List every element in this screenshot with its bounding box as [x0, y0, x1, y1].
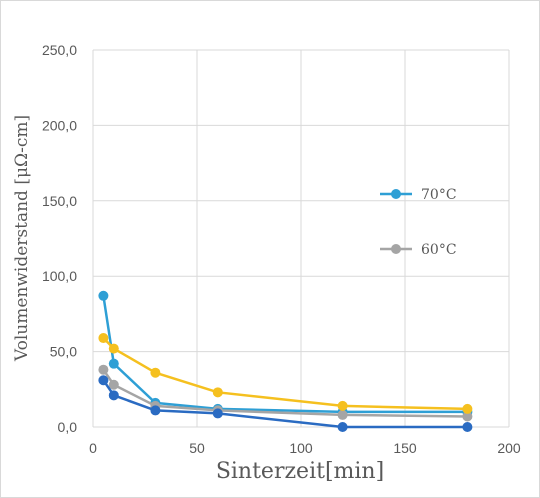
legend-item: 60°C: [380, 242, 457, 258]
x-tick-label: 200: [497, 440, 521, 456]
data-point: [337, 409, 348, 420]
series-group: [98, 290, 473, 432]
x-tick-label: 150: [393, 440, 417, 456]
data-point: [212, 408, 223, 419]
legend: 70°C 60°C: [380, 187, 457, 258]
data-point: [98, 290, 109, 301]
x-axis-tick-labels: 0 50 100 150 200: [89, 440, 521, 456]
data-point: [462, 403, 473, 414]
x-tick-label: 50: [189, 440, 205, 456]
data-point: [108, 379, 119, 390]
data-point: [337, 400, 348, 411]
legend-label: 70°C: [421, 187, 457, 203]
series-1: [98, 290, 473, 417]
y-tick-label: 0,0: [58, 419, 78, 435]
y-axis-title: Volumenwiderstand [μΩ-cm]: [12, 115, 32, 362]
y-tick-label: 100,0: [42, 268, 77, 284]
x-axis-title: Sinterzeit[min]: [216, 459, 384, 484]
data-point: [108, 390, 119, 401]
series-3: [98, 333, 473, 414]
data-point: [98, 375, 109, 386]
legend-swatch-marker: [391, 189, 401, 199]
y-tick-label: 200,0: [42, 117, 77, 133]
legend-label: 60°C: [421, 242, 457, 258]
x-tick-label: 0: [89, 440, 97, 456]
data-point: [108, 358, 119, 369]
series-line: [102, 295, 468, 414]
legend-item: 70°C: [380, 187, 457, 203]
data-point: [98, 364, 109, 375]
x-tick-label: 100: [289, 440, 313, 456]
data-point: [150, 367, 161, 378]
data-point: [150, 405, 161, 416]
y-axis-tick-labels: 0,0 50,0 100,0 150,0 200,0 250,0: [42, 42, 77, 435]
y-tick-label: 250,0: [42, 42, 77, 58]
data-point: [108, 343, 119, 354]
y-tick-label: 150,0: [42, 193, 77, 209]
series-4: [98, 375, 473, 432]
data-point: [337, 422, 348, 432]
data-point: [98, 333, 109, 344]
y-tick-label: 50,0: [50, 344, 77, 360]
data-point: [462, 422, 473, 432]
legend-swatch-marker: [391, 244, 401, 254]
data-point: [212, 387, 223, 398]
data-point: [462, 411, 473, 422]
